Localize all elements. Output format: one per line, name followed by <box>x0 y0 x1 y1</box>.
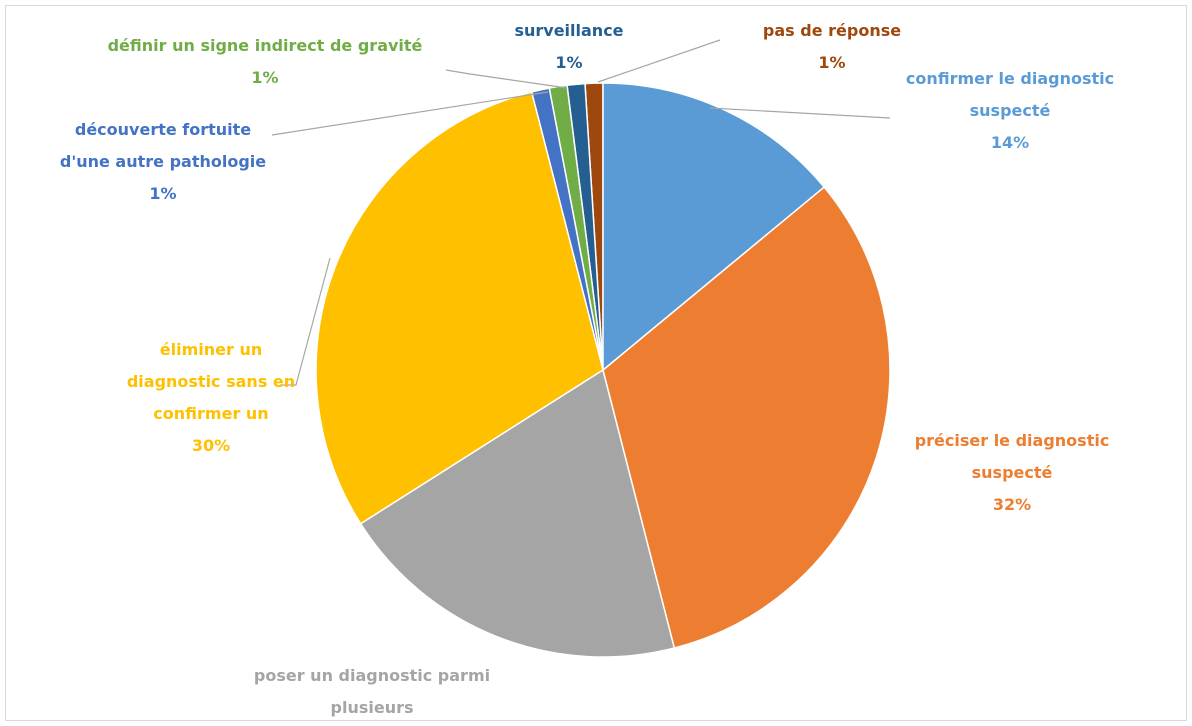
data-label: confirmer le diagnostic suspecté 14% <box>890 63 1130 159</box>
leader-line <box>709 107 891 119</box>
percent-label: 32% <box>992 495 1032 514</box>
percent-label: 1% <box>149 184 177 203</box>
percent-label: 1% <box>251 68 279 87</box>
data-label: définir un signe indirect de gravité 1% <box>45 30 485 94</box>
category-label: pas de réponse <box>762 21 902 40</box>
chart-frame <box>5 5 1187 721</box>
data-label: surveillance 1% <box>469 15 669 79</box>
percent-label: 1% <box>818 53 846 72</box>
pie-slice <box>315 91 604 525</box>
data-label: éliminer un diagnostic sans en confirmer… <box>116 334 306 462</box>
category-label: poser un diagnostic parmi plusieurs <box>253 666 491 717</box>
pie-slice <box>359 368 676 658</box>
percent-label: 14% <box>990 133 1030 152</box>
leader-line <box>597 39 721 83</box>
leader-line <box>271 91 549 136</box>
category-label: éliminer un diagnostic sans en confirmer… <box>126 340 296 423</box>
category-label: surveillance <box>514 21 624 40</box>
category-label: préciser le diagnostic suspecté <box>914 431 1110 482</box>
data-label: poser un diagnostic parmi plusieurs20% <box>252 660 492 726</box>
leader-line <box>445 69 568 89</box>
percent-label: 30% <box>191 436 231 455</box>
percent-label: 1% <box>555 53 583 72</box>
pie-slice <box>602 186 891 649</box>
leader-line <box>280 257 331 386</box>
category-label: confirmer le diagnostic suspecté <box>905 69 1115 120</box>
category-label: définir un signe indirect de gravité <box>107 36 423 55</box>
data-label: pas de réponse 1% <box>732 15 932 79</box>
category-label: découverte fortuite d'une autre patholog… <box>59 120 267 171</box>
pie-slice <box>602 82 826 372</box>
data-label: préciser le diagnostic suspecté 32% <box>892 425 1132 521</box>
leader-lines <box>271 39 891 386</box>
data-label: découverte fortuite d'une autre patholog… <box>48 114 278 210</box>
